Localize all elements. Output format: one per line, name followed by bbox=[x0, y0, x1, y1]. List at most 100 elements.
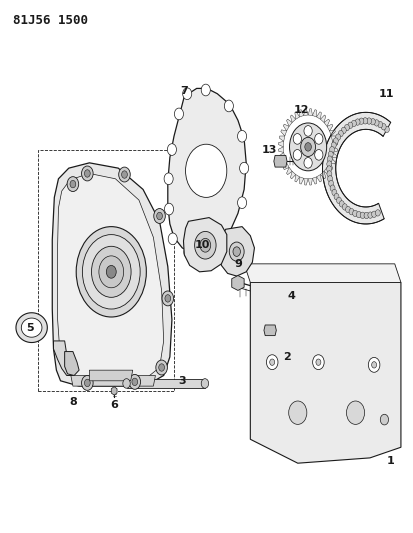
Polygon shape bbox=[278, 152, 284, 158]
Circle shape bbox=[228, 232, 237, 244]
Circle shape bbox=[367, 212, 372, 219]
Polygon shape bbox=[286, 119, 292, 126]
Polygon shape bbox=[307, 179, 312, 185]
Circle shape bbox=[366, 118, 370, 124]
Circle shape bbox=[164, 295, 170, 302]
Circle shape bbox=[233, 247, 240, 256]
Circle shape bbox=[371, 362, 376, 368]
Circle shape bbox=[329, 147, 334, 153]
Circle shape bbox=[292, 150, 301, 160]
Polygon shape bbox=[263, 325, 275, 336]
Circle shape bbox=[326, 161, 331, 167]
Polygon shape bbox=[312, 110, 316, 117]
Polygon shape bbox=[290, 171, 295, 179]
Text: 9: 9 bbox=[233, 259, 241, 269]
Polygon shape bbox=[57, 173, 163, 381]
Polygon shape bbox=[280, 130, 286, 136]
Circle shape bbox=[168, 233, 177, 245]
Circle shape bbox=[328, 180, 333, 187]
Text: 10: 10 bbox=[195, 240, 210, 250]
Polygon shape bbox=[303, 179, 307, 185]
Circle shape bbox=[359, 212, 364, 219]
Polygon shape bbox=[299, 177, 303, 184]
Polygon shape bbox=[326, 124, 332, 131]
Circle shape bbox=[326, 166, 331, 172]
Circle shape bbox=[199, 238, 210, 252]
Circle shape bbox=[129, 374, 140, 389]
Polygon shape bbox=[299, 110, 303, 117]
Circle shape bbox=[237, 197, 246, 208]
Circle shape bbox=[362, 118, 367, 124]
Circle shape bbox=[329, 185, 334, 191]
Circle shape bbox=[333, 193, 338, 200]
Circle shape bbox=[314, 134, 322, 144]
Polygon shape bbox=[250, 282, 400, 463]
Polygon shape bbox=[21, 318, 42, 337]
Circle shape bbox=[106, 265, 116, 278]
Circle shape bbox=[377, 122, 382, 128]
Text: 1: 1 bbox=[386, 456, 394, 465]
Circle shape bbox=[370, 118, 375, 125]
Circle shape bbox=[119, 167, 130, 182]
Circle shape bbox=[167, 144, 176, 156]
Circle shape bbox=[384, 126, 389, 133]
Circle shape bbox=[336, 197, 341, 204]
Polygon shape bbox=[111, 386, 117, 395]
Circle shape bbox=[328, 151, 332, 158]
Circle shape bbox=[201, 84, 210, 96]
Circle shape bbox=[363, 212, 368, 219]
Polygon shape bbox=[273, 156, 286, 167]
Circle shape bbox=[185, 144, 226, 197]
Circle shape bbox=[337, 131, 342, 137]
Circle shape bbox=[340, 127, 345, 134]
Text: 11: 11 bbox=[378, 88, 393, 99]
Polygon shape bbox=[329, 130, 335, 136]
Text: 12: 12 bbox=[294, 104, 309, 115]
Polygon shape bbox=[282, 124, 288, 131]
Circle shape bbox=[153, 208, 165, 223]
Circle shape bbox=[239, 163, 248, 174]
Circle shape bbox=[289, 123, 326, 171]
Polygon shape bbox=[218, 227, 254, 276]
Polygon shape bbox=[278, 141, 283, 147]
Circle shape bbox=[332, 138, 337, 144]
Circle shape bbox=[201, 378, 208, 388]
Circle shape bbox=[314, 150, 322, 160]
Polygon shape bbox=[53, 341, 75, 375]
Polygon shape bbox=[167, 88, 246, 253]
Text: 81J56 1500: 81J56 1500 bbox=[13, 14, 88, 27]
Polygon shape bbox=[320, 171, 325, 179]
Circle shape bbox=[82, 235, 140, 309]
Polygon shape bbox=[332, 141, 337, 147]
Polygon shape bbox=[89, 370, 133, 381]
Polygon shape bbox=[316, 174, 320, 182]
Circle shape bbox=[84, 169, 90, 177]
Circle shape bbox=[380, 414, 388, 425]
Circle shape bbox=[348, 208, 353, 215]
Circle shape bbox=[164, 173, 173, 184]
Circle shape bbox=[67, 176, 78, 191]
Text: 5: 5 bbox=[26, 322, 33, 333]
Circle shape bbox=[81, 375, 93, 390]
Circle shape bbox=[158, 364, 164, 371]
Circle shape bbox=[371, 211, 376, 217]
Circle shape bbox=[84, 379, 90, 386]
Circle shape bbox=[335, 134, 340, 140]
Polygon shape bbox=[52, 163, 171, 386]
Circle shape bbox=[358, 118, 363, 124]
Circle shape bbox=[346, 401, 364, 424]
Polygon shape bbox=[126, 379, 204, 387]
Circle shape bbox=[183, 246, 192, 258]
Circle shape bbox=[331, 189, 336, 196]
Circle shape bbox=[266, 355, 277, 369]
Text: 8: 8 bbox=[69, 397, 76, 407]
Circle shape bbox=[351, 120, 356, 127]
Circle shape bbox=[288, 401, 306, 424]
Circle shape bbox=[204, 246, 213, 257]
Circle shape bbox=[76, 227, 146, 317]
Polygon shape bbox=[183, 217, 226, 272]
Polygon shape bbox=[330, 136, 336, 141]
Text: 7: 7 bbox=[180, 86, 188, 96]
Circle shape bbox=[380, 124, 385, 130]
Circle shape bbox=[303, 158, 311, 168]
